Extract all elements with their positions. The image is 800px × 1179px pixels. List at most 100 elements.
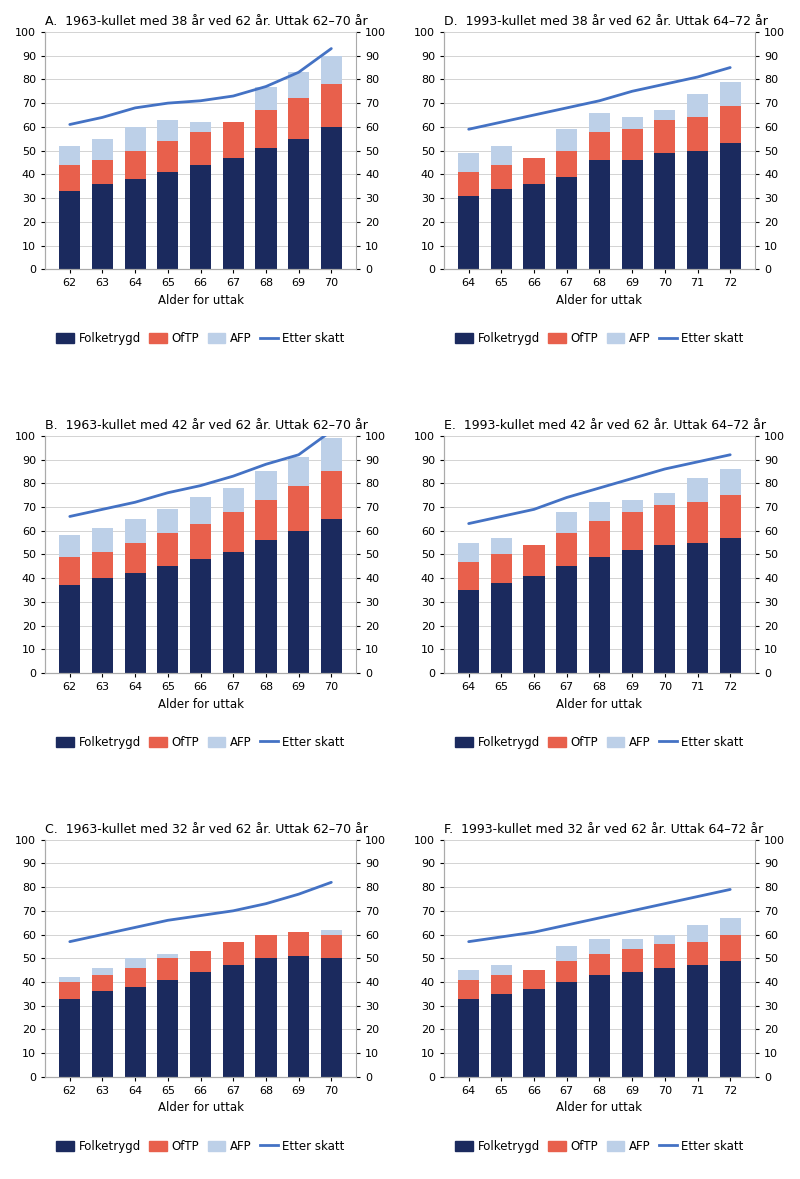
Bar (490, 165, 512, 189)
Bar (125, 573, 146, 673)
Bar (321, 472, 342, 519)
Bar (59, 535, 81, 556)
Bar (92, 528, 113, 552)
Bar (158, 980, 178, 1076)
Bar (458, 561, 479, 590)
Bar (622, 549, 642, 673)
Bar (589, 954, 610, 975)
Legend: Folketrygd, OfTP, AFP, Etter skatt: Folketrygd, OfTP, AFP, Etter skatt (52, 328, 350, 350)
Bar (92, 975, 113, 992)
Bar (654, 968, 675, 1076)
Bar (59, 982, 81, 999)
Bar (222, 488, 244, 512)
Bar (719, 918, 741, 935)
Bar (321, 84, 342, 127)
Bar (687, 502, 708, 542)
Bar (222, 942, 244, 966)
Bar (59, 165, 81, 191)
Bar (190, 498, 211, 523)
Bar (556, 151, 578, 177)
Bar (556, 512, 578, 533)
Bar (321, 127, 342, 269)
Text: D.  1993-kullet med 38 år ved 62 år. Uttak 64–72 år: D. 1993-kullet med 38 år ved 62 år. Utta… (444, 15, 768, 28)
Bar (92, 992, 113, 1076)
Bar (92, 139, 113, 160)
Bar (654, 935, 675, 944)
Bar (687, 479, 708, 502)
Bar (622, 940, 642, 949)
Bar (321, 930, 342, 935)
Bar (158, 172, 178, 269)
Bar (158, 509, 178, 533)
Bar (490, 189, 512, 269)
Text: E.  1993-kullet med 42 år ved 62 år. Uttak 64–72 år: E. 1993-kullet med 42 år ved 62 år. Utta… (444, 419, 766, 432)
Bar (654, 545, 675, 673)
Bar (288, 933, 310, 956)
Bar (321, 439, 342, 472)
Bar (125, 519, 146, 542)
Legend: Folketrygd, OfTP, AFP, Etter skatt: Folketrygd, OfTP, AFP, Etter skatt (450, 731, 748, 753)
Bar (190, 165, 211, 269)
Legend: Folketrygd, OfTP, AFP, Etter skatt: Folketrygd, OfTP, AFP, Etter skatt (450, 328, 748, 350)
Bar (556, 961, 578, 982)
Bar (654, 120, 675, 153)
Bar (523, 575, 545, 673)
Bar (719, 105, 741, 144)
Text: F.  1993-kullet med 32 år ved 62 år. Uttak 64–72 år: F. 1993-kullet med 32 år ved 62 år. Utta… (444, 823, 763, 836)
Bar (490, 554, 512, 582)
Bar (556, 982, 578, 1076)
Bar (158, 533, 178, 566)
Bar (589, 521, 610, 556)
Bar (321, 959, 342, 1076)
Bar (190, 132, 211, 165)
Bar (458, 980, 479, 999)
Bar (719, 144, 741, 269)
Bar (288, 956, 310, 1076)
Bar (222, 552, 244, 673)
X-axis label: Alder for uttak: Alder for uttak (557, 294, 642, 307)
Bar (321, 519, 342, 673)
Bar (59, 585, 81, 673)
Bar (719, 538, 741, 673)
Bar (92, 552, 113, 578)
Bar (125, 987, 146, 1076)
Bar (59, 556, 81, 585)
Bar (490, 994, 512, 1076)
Bar (687, 93, 708, 118)
Bar (158, 141, 178, 172)
Bar (622, 949, 642, 973)
Bar (158, 959, 178, 980)
X-axis label: Alder for uttak: Alder for uttak (158, 294, 243, 307)
Bar (92, 184, 113, 269)
Bar (490, 975, 512, 994)
Bar (719, 469, 741, 495)
Bar (255, 472, 277, 500)
Bar (458, 153, 479, 172)
Bar (719, 935, 741, 961)
Bar (654, 111, 675, 120)
Bar (556, 566, 578, 673)
Bar (59, 977, 81, 982)
Bar (125, 968, 146, 987)
Bar (288, 457, 310, 486)
X-axis label: Alder for uttak: Alder for uttak (557, 698, 642, 711)
Bar (288, 72, 310, 98)
Bar (687, 118, 708, 151)
Bar (125, 151, 146, 179)
Bar (654, 505, 675, 545)
Bar (255, 86, 277, 111)
Bar (622, 118, 642, 130)
Bar (92, 968, 113, 975)
Bar (458, 172, 479, 196)
Bar (255, 149, 277, 269)
Text: B.  1963-kullet med 42 år ved 62 år. Uttak 62–70 år: B. 1963-kullet med 42 år ved 62 år. Utta… (45, 419, 368, 432)
Bar (255, 540, 277, 673)
Bar (523, 184, 545, 269)
Bar (523, 970, 545, 989)
Bar (190, 559, 211, 673)
Bar (190, 973, 211, 1076)
Bar (687, 542, 708, 673)
Bar (92, 160, 113, 184)
Bar (125, 959, 146, 968)
Bar (288, 531, 310, 673)
